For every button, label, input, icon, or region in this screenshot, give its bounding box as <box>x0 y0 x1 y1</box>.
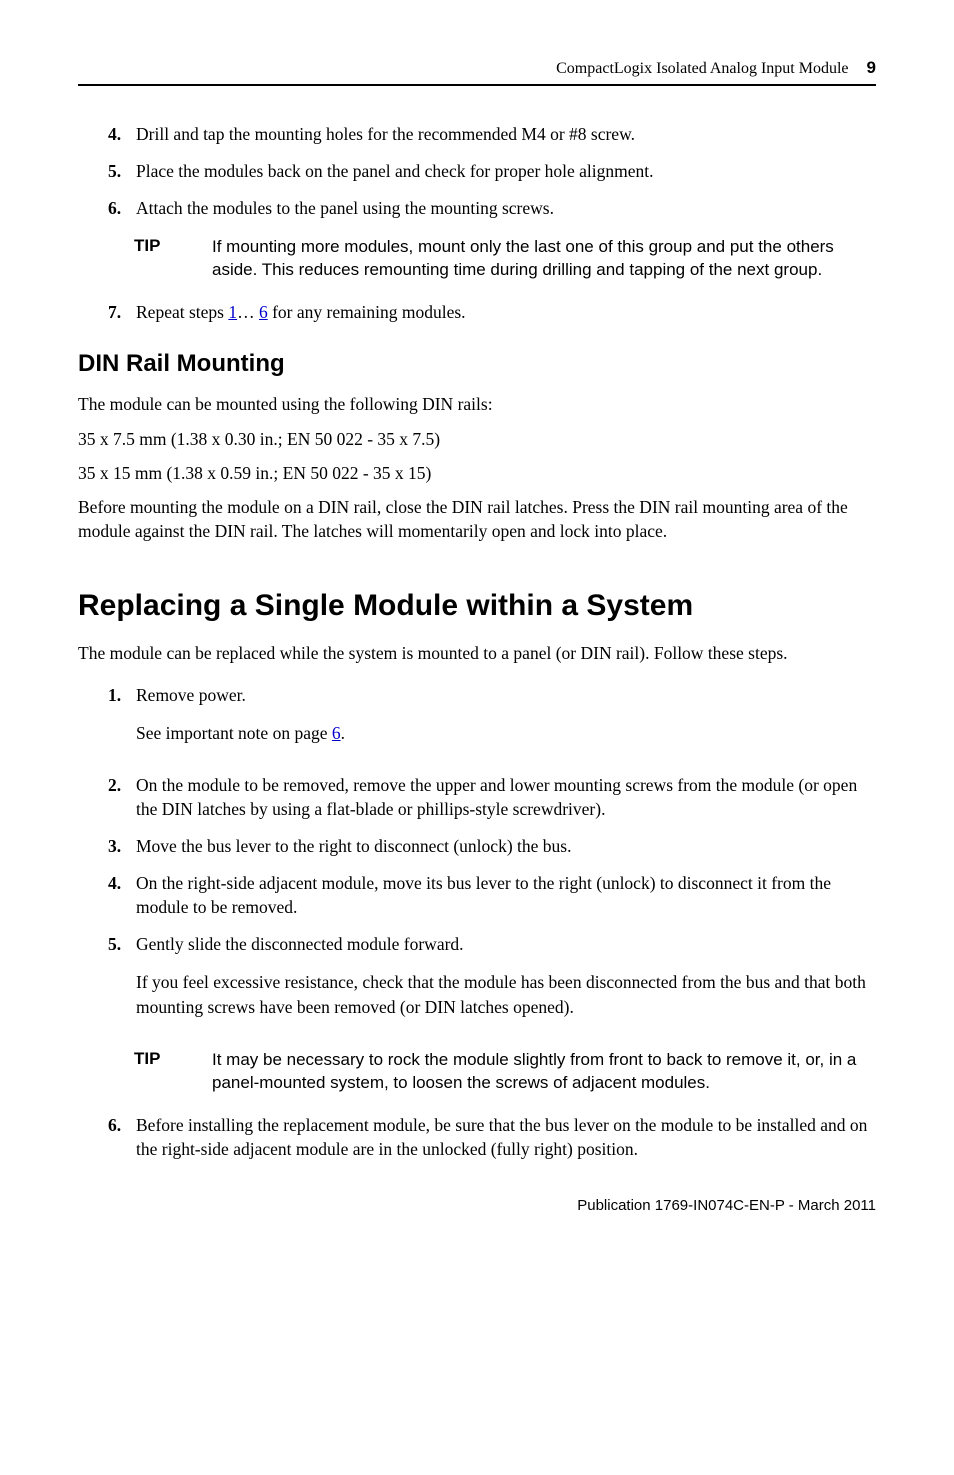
link-page-6[interactable]: 6 <box>332 723 341 743</box>
step-text: Before installing the replacement module… <box>136 1113 876 1161</box>
step-body: Remove power. See important note on page… <box>136 683 876 759</box>
step-number: 6. <box>108 1113 136 1161</box>
step-1: 1. Remove power. See important note on p… <box>108 683 876 759</box>
sub-paragraph: If you feel excessive resistance, check … <box>136 970 876 1018</box>
text-fragment: … <box>237 302 259 322</box>
footer-publication: Publication 1769-IN074C-EN-P - March 201… <box>78 1197 876 1214</box>
step-6: 6. Before installing the replacement mod… <box>108 1113 876 1161</box>
step-number: 7. <box>108 300 136 324</box>
text-fragment: for any remaining modules. <box>268 302 466 322</box>
paragraph: The module can be replaced while the sys… <box>78 641 876 665</box>
step-number: 5. <box>108 932 136 1032</box>
paragraph: 35 x 15 mm (1.38 x 0.59 in.; EN 50 022 -… <box>78 461 876 485</box>
step-5: 5. Place the modules back on the panel a… <box>108 159 876 183</box>
steps-list-b: 1. Remove power. See important note on p… <box>78 683 876 1032</box>
link-step-6[interactable]: 6 <box>259 302 268 322</box>
step-text: Move the bus lever to the right to disco… <box>136 834 876 858</box>
tip-body: If mounting more modules, mount only the… <box>212 236 876 282</box>
step-text: Remove power. <box>136 685 246 705</box>
step-number: 6. <box>108 196 136 220</box>
tip-label: TIP <box>134 1049 212 1069</box>
step-4: 4. Drill and tap the mounting holes for … <box>108 122 876 146</box>
step-6: 6. Attach the modules to the panel using… <box>108 196 876 220</box>
step-3: 3. Move the bus lever to the right to di… <box>108 834 876 858</box>
step-7: 7. Repeat steps 1… 6 for any remaining m… <box>108 300 876 324</box>
step-7-list: 7. Repeat steps 1… 6 for any remaining m… <box>78 300 876 324</box>
link-step-1[interactable]: 1 <box>228 302 237 322</box>
step-number: 4. <box>108 871 136 919</box>
running-header: CompactLogix Isolated Analog Input Modul… <box>78 58 876 86</box>
step-number: 1. <box>108 683 136 759</box>
paragraph: Before mounting the module on a DIN rail… <box>78 495 876 543</box>
text-fragment: Repeat steps <box>136 302 228 322</box>
page-container: CompactLogix Isolated Analog Input Modul… <box>0 0 954 1254</box>
header-title: CompactLogix Isolated Analog Input Modul… <box>556 60 848 78</box>
step-text: On the module to be removed, remove the … <box>136 773 876 821</box>
paragraph: The module can be mounted using the foll… <box>78 392 876 416</box>
step-body: Gently slide the disconnected module for… <box>136 932 876 1032</box>
step-text: Drill and tap the mounting holes for the… <box>136 122 876 146</box>
step-5: 5. Gently slide the disconnected module … <box>108 932 876 1032</box>
step-text: Place the modules back on the panel and … <box>136 159 876 183</box>
text-fragment: . <box>341 723 345 743</box>
heading-replacing-module: Replacing a Single Module within a Syste… <box>78 589 876 623</box>
steps-list-a: 4. Drill and tap the mounting holes for … <box>78 122 876 220</box>
step-number: 4. <box>108 122 136 146</box>
step-4: 4. On the right-side adjacent module, mo… <box>108 871 876 919</box>
step-text: Gently slide the disconnected module for… <box>136 934 464 954</box>
step-text: On the right-side adjacent module, move … <box>136 871 876 919</box>
tip-callout-1: TIP If mounting more modules, mount only… <box>134 236 876 282</box>
text-fragment: See important note on page <box>136 723 332 743</box>
step-number: 2. <box>108 773 136 821</box>
heading-din-rail: DIN Rail Mounting <box>78 350 876 378</box>
paragraph: 35 x 7.5 mm (1.38 x 0.30 in.; EN 50 022 … <box>78 427 876 451</box>
step-number: 3. <box>108 834 136 858</box>
step-2: 2. On the module to be removed, remove t… <box>108 773 876 821</box>
tip-callout-2: TIP It may be necessary to rock the modu… <box>134 1049 876 1095</box>
step-number: 5. <box>108 159 136 183</box>
step-text: Repeat steps 1… 6 for any remaining modu… <box>136 300 876 324</box>
tip-label: TIP <box>134 236 212 256</box>
tip-body: It may be necessary to rock the module s… <box>212 1049 876 1095</box>
step-6-list: 6. Before installing the replacement mod… <box>78 1113 876 1161</box>
sub-paragraph: See important note on page 6. <box>136 721 876 745</box>
header-page-number: 9 <box>867 58 876 78</box>
step-text: Attach the modules to the panel using th… <box>136 196 876 220</box>
